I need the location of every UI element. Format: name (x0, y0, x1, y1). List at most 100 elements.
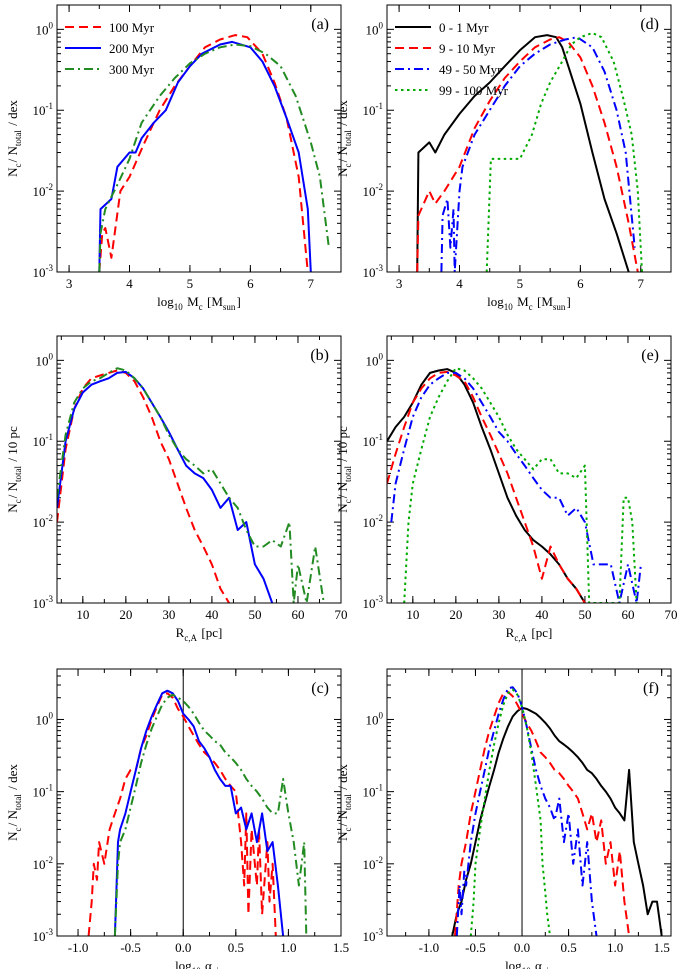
chart-panel-f: -1.0 -0.5 0.0 0.5 1.0 1.5 10-3 10-2 10-1 100 (f) lo… (335, 668, 672, 969)
x-tick-label: 5 (187, 276, 194, 291)
x-axis-label: log10 αvir (505, 958, 553, 969)
legend-label: 99 - 100 Myr (439, 83, 509, 98)
y-tick-label: 10-1 (33, 101, 54, 118)
series-line-3 (98, 43, 330, 272)
series-group (57, 367, 325, 603)
x-tick-label: 0.0 (514, 940, 530, 955)
legend-label: 100 Myr (109, 20, 155, 35)
y-axis-label: Nc / Ntotal / dex (335, 100, 353, 177)
x-axis-label: Rc,A [pc] (176, 625, 223, 643)
series-line-2 (387, 370, 586, 603)
x-tick-label: 20 (119, 607, 132, 622)
x-axis-label: Rc,A [pc] (506, 625, 553, 643)
legend-label: 0 - 1 Myr (439, 20, 489, 35)
y-tick-label: 10-3 (33, 594, 54, 611)
x-tick-label: 10 (406, 607, 419, 622)
plot-frame (386, 335, 672, 604)
x-tick-label: 7 (638, 276, 645, 291)
x-tick-label: 30 (492, 607, 505, 622)
y-tick-label: 10-3 (33, 927, 54, 944)
y-tick-label: 10-1 (363, 432, 384, 449)
x-tick-label: 1.0 (607, 940, 623, 955)
x-tick-label: -1.0 (419, 940, 440, 955)
y-tick-label: 10-2 (363, 855, 384, 872)
plot-frame (56, 4, 342, 273)
x-axis-label: log10 Mc [Msun ] (157, 294, 241, 312)
x-tick-label: 70 (665, 607, 678, 622)
x-tick-label: 10 (76, 607, 89, 622)
legend-label: 200 Myr (109, 41, 155, 56)
x-axis-label: log10 Mc [Msun ] (487, 294, 571, 312)
x-tick-label: 3 (396, 276, 403, 291)
legend-label: 49 - 50 Myr (439, 62, 502, 77)
y-tick-label: 100 (36, 20, 54, 37)
y-axis-label: Nc / Ntotal / 10 pc (5, 426, 23, 513)
x-tick-label: 7 (308, 276, 315, 291)
y-axis-label: Nc / Ntotal / 10 pc (335, 426, 353, 513)
y-axis-label: Nc / Ntotal / dex (5, 100, 23, 177)
x-tick-label: 70 (335, 607, 348, 622)
panel-label: (f) (643, 680, 659, 697)
series-line-4 (403, 367, 638, 603)
y-tick-label: 10-2 (363, 513, 384, 530)
x-tick-label: 4 (456, 276, 463, 291)
x-tick-label: 60 (621, 607, 634, 622)
chart-panel-d: 3 4 5 6 7 10-3 10-2 10-1 100 (d) log10 Mc [Msun ] N… (335, 4, 672, 312)
y-tick-label: 10-3 (363, 594, 384, 611)
x-tick-label: 0.5 (228, 940, 244, 955)
y-tick-label: 10-1 (33, 783, 54, 800)
legend-label: 300 Myr (109, 62, 155, 77)
y-tick-label: 10-2 (33, 513, 54, 530)
x-tick-label: 0.5 (560, 940, 576, 955)
x-tick-label: -1.0 (68, 940, 89, 955)
series-line-1 (451, 706, 663, 936)
x-tick-label: 6 (247, 276, 254, 291)
plot-frame (56, 335, 342, 604)
x-tick-label: 50 (578, 607, 591, 622)
y-tick-label: 10-1 (363, 783, 384, 800)
legend-label: 9 - 10 Myr (439, 41, 496, 56)
y-tick-label: 100 (36, 710, 54, 727)
panel-label: (b) (310, 347, 329, 364)
series-line-2 (416, 36, 639, 272)
chart-panel-c: -1.0 -0.5 0.0 0.5 1.0 1.5 10-3 10-2 10-1 100 (c) lo… (5, 668, 349, 969)
series-line-3 (113, 693, 308, 936)
series-line-1 (416, 34, 630, 272)
x-tick-label: 50 (248, 607, 261, 622)
y-axis-label: Nc / Ntotal / dex (5, 764, 23, 841)
series-group (416, 32, 643, 272)
series-line-3 (455, 686, 598, 936)
series-line-1 (387, 368, 586, 603)
panels-group: 3 4 5 6 7 10-3 10-2 10-1 100 (a) log10 Mc [Msun ] N… (5, 4, 678, 969)
series-group (87, 689, 308, 936)
y-tick-label: 100 (36, 351, 54, 368)
x-tick-label: 1.5 (654, 940, 670, 955)
y-axis-label: Nc / Ntotal / dex (335, 764, 353, 841)
x-tick-label: 1.5 (333, 940, 349, 955)
series-line-4 (485, 32, 643, 272)
y-tick-label: 100 (366, 351, 384, 368)
series-line-2 (454, 691, 631, 936)
x-tick-label: 30 (162, 607, 175, 622)
x-tick-label: -0.5 (465, 940, 486, 955)
series-line-3 (390, 371, 642, 603)
x-tick-label: 3 (66, 276, 73, 291)
y-tick-label: 10-1 (363, 101, 384, 118)
panel-label: (c) (311, 680, 329, 697)
panel-label: (d) (640, 16, 659, 33)
x-tick-label: 0.0 (175, 940, 191, 955)
series-line-1 (87, 692, 277, 936)
legend: 0 - 1 Myr 9 - 10 Myr 49 - 50 Myr 99 - 100 M… (395, 20, 509, 98)
series-line-2 (57, 370, 274, 603)
x-tick-label: 4 (126, 276, 133, 291)
y-tick-label: 10-2 (33, 182, 54, 199)
series-line-2 (113, 689, 285, 936)
series-group (387, 367, 642, 603)
panel-label: (e) (641, 347, 659, 364)
series-line-1 (57, 369, 230, 603)
x-tick-label: 6 (577, 276, 584, 291)
plot-frame (56, 668, 342, 937)
chart-panel-a: 3 4 5 6 7 10-3 10-2 10-1 100 (a) log10 Mc [Msun ] N… (5, 4, 342, 312)
series-group (98, 34, 330, 272)
